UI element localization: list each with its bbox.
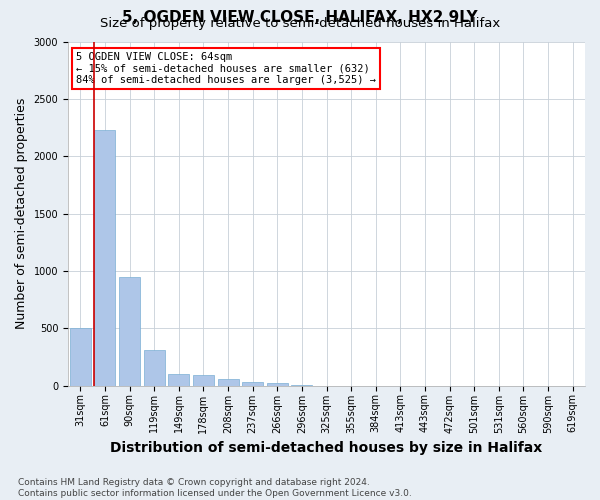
Text: 5 OGDEN VIEW CLOSE: 64sqm
← 15% of semi-detached houses are smaller (632)
84% of: 5 OGDEN VIEW CLOSE: 64sqm ← 15% of semi-… — [76, 52, 376, 85]
Bar — [119, 276, 140, 386]
Bar — [193, 376, 214, 386]
Text: Size of property relative to semi-detached houses in Halifax: Size of property relative to semi-detach… — [100, 18, 500, 30]
Bar — [242, 382, 263, 386]
Y-axis label: Number of semi-detached properties: Number of semi-detached properties — [15, 98, 28, 330]
Text: Contains HM Land Registry data © Crown copyright and database right 2024.
Contai: Contains HM Land Registry data © Crown c… — [18, 478, 412, 498]
Bar — [70, 328, 91, 386]
Bar — [169, 374, 189, 386]
X-axis label: Distribution of semi-detached houses by size in Halifax: Distribution of semi-detached houses by … — [110, 441, 542, 455]
Bar — [218, 380, 239, 386]
Bar — [292, 384, 313, 386]
Bar — [94, 130, 115, 386]
Bar — [144, 350, 164, 386]
Text: 5, OGDEN VIEW CLOSE, HALIFAX, HX2 9LY: 5, OGDEN VIEW CLOSE, HALIFAX, HX2 9LY — [122, 10, 478, 25]
Bar — [267, 384, 288, 386]
